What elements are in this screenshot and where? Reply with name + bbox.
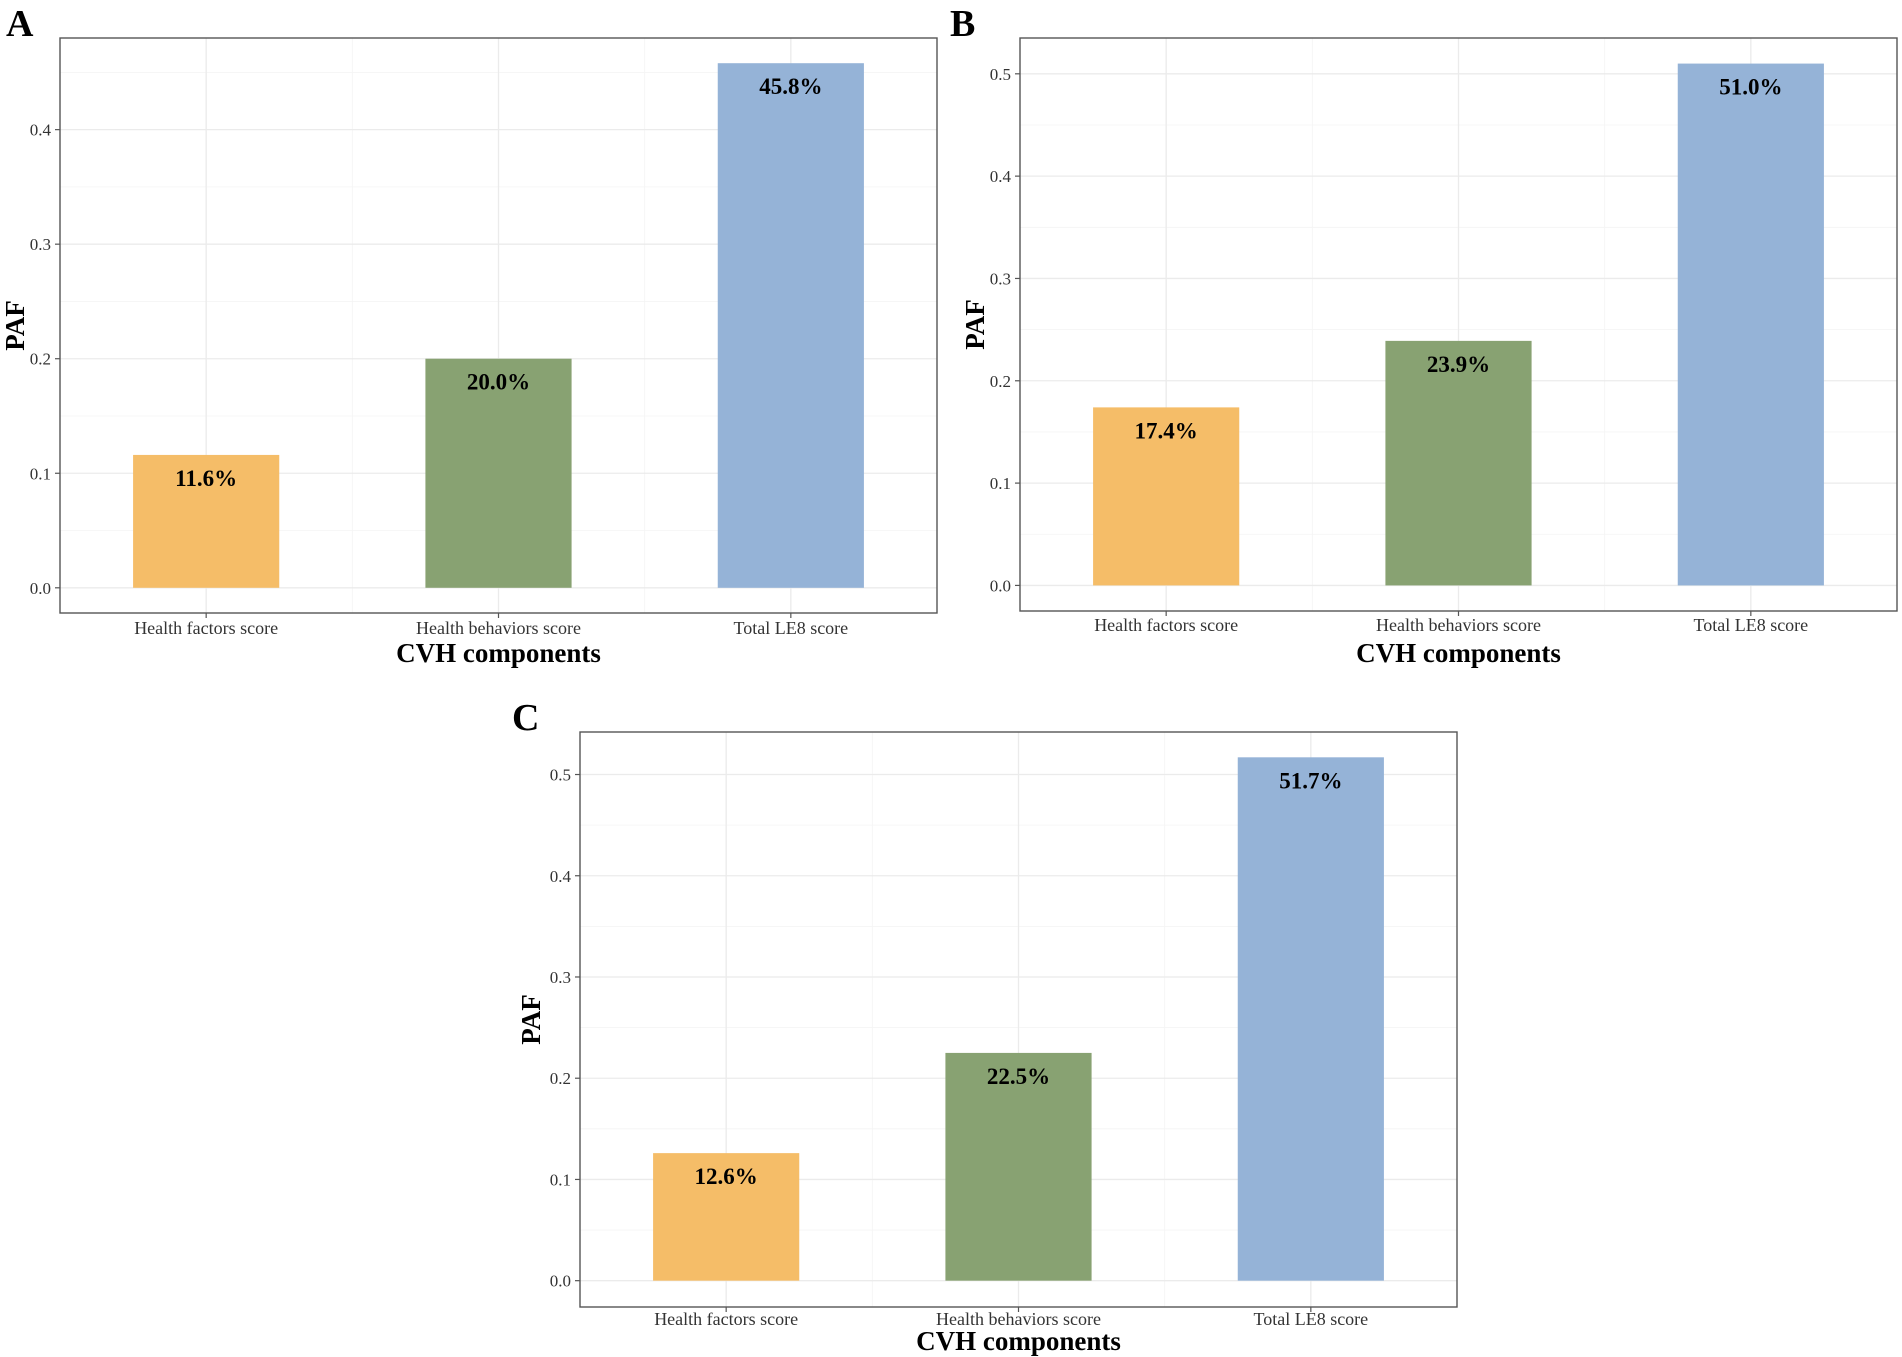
bar xyxy=(133,454,280,588)
x-tick-label: Total LE8 score xyxy=(1693,615,1808,635)
y-tick-label: 0.1 xyxy=(990,474,1011,493)
bar xyxy=(1677,63,1824,586)
bar xyxy=(945,1052,1092,1281)
panel-b: B 17.4% 23.9% 51.0% 0.0 0.1 0.2 0.3 0.4 0.5 Health… xyxy=(950,3,1898,668)
x-tick-label: Total LE8 score xyxy=(1253,1309,1368,1329)
bar-data-label: 11.6% xyxy=(175,466,237,491)
x-tick-label: Health behaviors score xyxy=(1376,615,1541,635)
x-axis-title: CVH components xyxy=(916,1326,1121,1356)
bar xyxy=(425,358,572,588)
bar-data-label: 22.5% xyxy=(987,1064,1050,1089)
panel-letter: C xyxy=(512,697,539,739)
y-tick-label: 0.2 xyxy=(30,350,51,369)
x-tick-label: Health factors score xyxy=(1094,615,1238,635)
y-tick-label: 0.4 xyxy=(990,167,1012,186)
y-tick-label: 0.0 xyxy=(990,576,1011,595)
y-tick-label: 0.1 xyxy=(30,464,51,483)
x-tick-label: Health behaviors score xyxy=(936,1309,1101,1329)
x-axis-title: CVH components xyxy=(1356,638,1561,668)
panel-c: C 12.6% 22.5% 51.7% 0.0 0.1 0.2 0.3 0.4 0.5 Health… xyxy=(512,697,1458,1356)
y-tick-label: 0.4 xyxy=(30,121,52,140)
bar-data-label: 17.4% xyxy=(1135,418,1198,443)
y-tick-label: 0.2 xyxy=(990,372,1011,391)
y-tick-label: 0.0 xyxy=(550,1272,571,1291)
panel-letter: A xyxy=(6,3,34,45)
y-axis-title: PAF xyxy=(0,300,30,350)
y-tick-label: 0.5 xyxy=(990,65,1011,84)
y-tick-label: 0.5 xyxy=(550,766,571,785)
y-tick-label: 0.3 xyxy=(30,235,51,254)
y-axis-title: PAF xyxy=(960,299,990,349)
bar-data-label: 51.7% xyxy=(1279,768,1342,793)
bar xyxy=(717,63,864,588)
bar-data-label: 45.8% xyxy=(759,74,822,99)
x-tick-label: Total LE8 score xyxy=(733,618,848,638)
bar xyxy=(1093,407,1240,586)
panel-letter: B xyxy=(950,3,975,45)
bar-data-label: 23.9% xyxy=(1427,352,1490,377)
bar-data-label: 51.0% xyxy=(1719,75,1782,100)
x-tick-label: Health behaviors score xyxy=(416,618,581,638)
y-tick-label: 0.4 xyxy=(550,867,572,886)
x-tick-label: Health factors score xyxy=(134,618,278,638)
x-axis-title: CVH components xyxy=(396,638,601,668)
bar xyxy=(1237,757,1384,1281)
y-tick-label: 0.2 xyxy=(550,1069,571,1088)
bar-data-label: 20.0% xyxy=(467,370,530,395)
y-tick-label: 0.3 xyxy=(990,269,1011,288)
y-tick-label: 0.1 xyxy=(550,1170,571,1189)
bar xyxy=(653,1153,800,1281)
x-tick-label: Health factors score xyxy=(654,1309,798,1329)
bar xyxy=(1385,340,1532,586)
y-tick-label: 0.0 xyxy=(30,579,51,598)
panel-a: A 11.6% 20.0% 45.8% 0.0 0.1 0.2 0.3 0.4 Health fa… xyxy=(0,3,938,668)
bar-data-label: 12.6% xyxy=(695,1164,758,1189)
y-axis-title: PAF xyxy=(516,994,546,1044)
y-tick-label: 0.3 xyxy=(550,968,571,987)
